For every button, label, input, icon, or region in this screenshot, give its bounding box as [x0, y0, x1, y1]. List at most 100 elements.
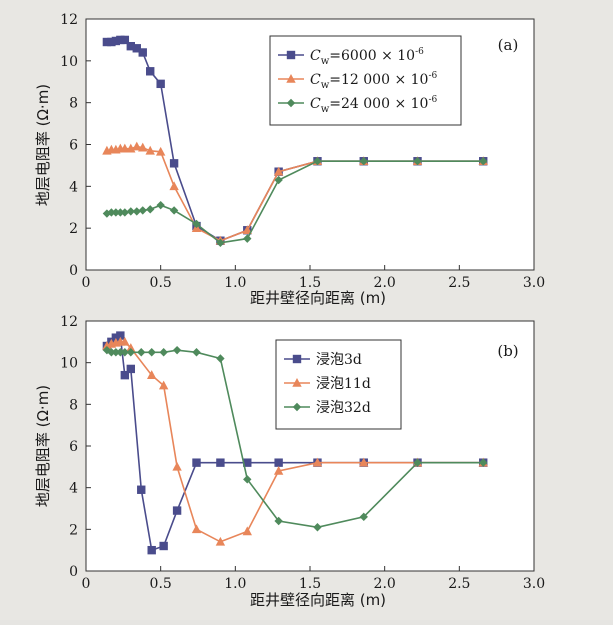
legend-entry-b-2: 浸泡32d [284, 400, 371, 416]
legend-label-b-2: 浸泡32d [316, 400, 371, 416]
data-point-b-2-16 [413, 458, 422, 467]
data-point-a-0-3 [116, 35, 125, 45]
data-point-a-2-6 [132, 207, 141, 216]
y-tick-label-a-3: 6 [69, 138, 78, 154]
series-layer-a [102, 35, 488, 248]
x-tick-label-b-1: 0.5 [150, 576, 172, 592]
data-point-b-0-10 [192, 458, 201, 467]
data-point-b-1-11 [242, 526, 252, 536]
data-point-b-2-7 [147, 348, 156, 357]
legend-marker-b-1 [292, 378, 302, 387]
legend-b: 浸泡3d 浸泡11d 浸泡32d [275, 339, 402, 430]
data-point-b-1-10 [215, 536, 226, 546]
x-tick-label-b-5: 2.5 [448, 576, 470, 592]
data-point-a-1-9 [155, 146, 166, 156]
data-point-b-0-6 [137, 485, 146, 494]
x-tick-label-a-6: 3.0 [523, 275, 545, 291]
data-point-a-2-11 [192, 219, 201, 229]
data-point-a-0-4 [120, 35, 130, 45]
data-point-b-0-3 [116, 331, 125, 340]
x-tick-label-a-2: 1.0 [224, 275, 246, 291]
data-point-b-0-7 [147, 545, 156, 555]
x-tick-label-a-1: 0.5 [150, 275, 172, 291]
data-point-b-0-4 [120, 370, 130, 380]
data-point-b-2-12 [243, 475, 252, 484]
data-point-b-1-4 [120, 336, 130, 346]
legend-entry-b-0: 浸泡3d [284, 352, 362, 368]
legend-marker-b-2 [292, 402, 302, 412]
y-tick-label-b-1: 2 [69, 522, 78, 538]
legend-label-b-1: 浸泡11d [316, 376, 371, 392]
y-axis-label-b: 地层电阻率 (Ω·m) [34, 385, 52, 507]
series-layer-b [102, 331, 488, 555]
data-point-b-1-7 [158, 380, 169, 390]
data-point-b-2-2 [111, 348, 121, 357]
data-point-b-2-17 [479, 458, 488, 467]
x-tick-label-a-0: 0 [82, 275, 91, 291]
x-axis-label-a: 距井壁径向距离 (m) [250, 289, 386, 307]
data-point-a-0-0 [102, 37, 112, 47]
data-point-a-0-10 [169, 159, 179, 168]
data-point-a-2-12 [216, 238, 225, 248]
data-point-b-2-13 [274, 516, 283, 526]
y-tick-label-a-6: 12 [60, 12, 78, 28]
data-point-a-2-14 [274, 175, 283, 185]
legend-label-b-0: 浸泡3d [316, 352, 362, 368]
data-point-b-1-8 [172, 461, 182, 471]
data-point-b-0-11 [216, 458, 225, 467]
y-axis-label-a: 地层电阻率 (Ω·m) [34, 84, 52, 206]
data-point-b-0-12 [243, 458, 252, 467]
data-point-a-2-9 [156, 200, 165, 210]
data-point-b-0-8 [159, 541, 168, 551]
y-tick-label-a-0: 0 [69, 263, 78, 279]
y-tick-label-b-4: 8 [69, 397, 78, 413]
data-point-a-2-13 [243, 234, 252, 243]
data-point-b-2-11 [216, 354, 225, 363]
legend-marker-a-2 [286, 98, 296, 108]
x-tick-label-b-6: 3.0 [523, 576, 545, 592]
data-point-a-1-10 [169, 181, 179, 191]
data-point-b-1-6 [147, 370, 157, 379]
x-axis-label-b: 距井壁径向距离 (m) [250, 591, 386, 609]
data-point-a-1-8 [145, 145, 155, 155]
data-point-a-2-3 [116, 208, 125, 217]
data-point-a-0-1 [107, 37, 116, 47]
data-point-b-1-12 [273, 466, 284, 475]
data-point-b-1-13 [312, 457, 323, 467]
data-point-b-2-5 [126, 348, 135, 357]
data-point-a-0-8 [146, 67, 155, 76]
legend-marker-b-0 [292, 354, 302, 364]
data-point-b-2-9 [172, 345, 182, 355]
y-tick-label-b-6: 12 [60, 314, 78, 330]
x-tick-label-a-5: 2.5 [448, 275, 470, 291]
data-point-a-2-16 [359, 157, 368, 166]
data-point-b-1-14 [359, 457, 369, 467]
data-point-b-2-3 [116, 348, 125, 357]
data-point-a-2-1 [107, 208, 116, 217]
data-point-b-2-8 [159, 348, 168, 357]
y-tick-label-a-5: 10 [60, 54, 78, 70]
data-point-b-0-5 [126, 364, 135, 374]
legend-a: Cw=6000 × 10-6 Cw=12 000 × 10-6 Cw=24 000 … [269, 35, 462, 126]
y-tick-label-b-3: 6 [69, 439, 78, 455]
data-point-a-1-6 [132, 141, 142, 151]
legend-label-a-2: Cw=24 000 × 10-6 [310, 95, 437, 115]
data-point-b-2-6 [137, 348, 146, 357]
chart-panel-a: (a) 地层电阻率 (Ω·m) 距井壁径向距离 (m) 0 0.5 1.0 1.5 2.… [34, 12, 545, 307]
data-point-a-0-9 [156, 79, 165, 89]
data-point-b-0-2 [111, 333, 121, 342]
y-tick-label-b-5: 10 [60, 356, 78, 372]
legend-entry-b-1: 浸泡11d [284, 376, 371, 392]
legend-entry-a-1: Cw=12 000 × 10-6 [278, 71, 437, 91]
panel-label-b: (b) [497, 342, 518, 360]
data-point-b-1-5 [126, 343, 136, 352]
y-tick-label-b-2: 4 [69, 481, 78, 497]
data-point-b-2-1 [107, 348, 116, 357]
data-point-a-1-7 [138, 142, 148, 152]
x-tick-label-b-3: 1.5 [299, 576, 321, 592]
data-point-a-1-13 [242, 225, 252, 235]
data-point-a-2-5 [126, 207, 135, 216]
data-point-a-0-7 [138, 48, 147, 57]
data-point-b-1-9 [191, 524, 202, 534]
